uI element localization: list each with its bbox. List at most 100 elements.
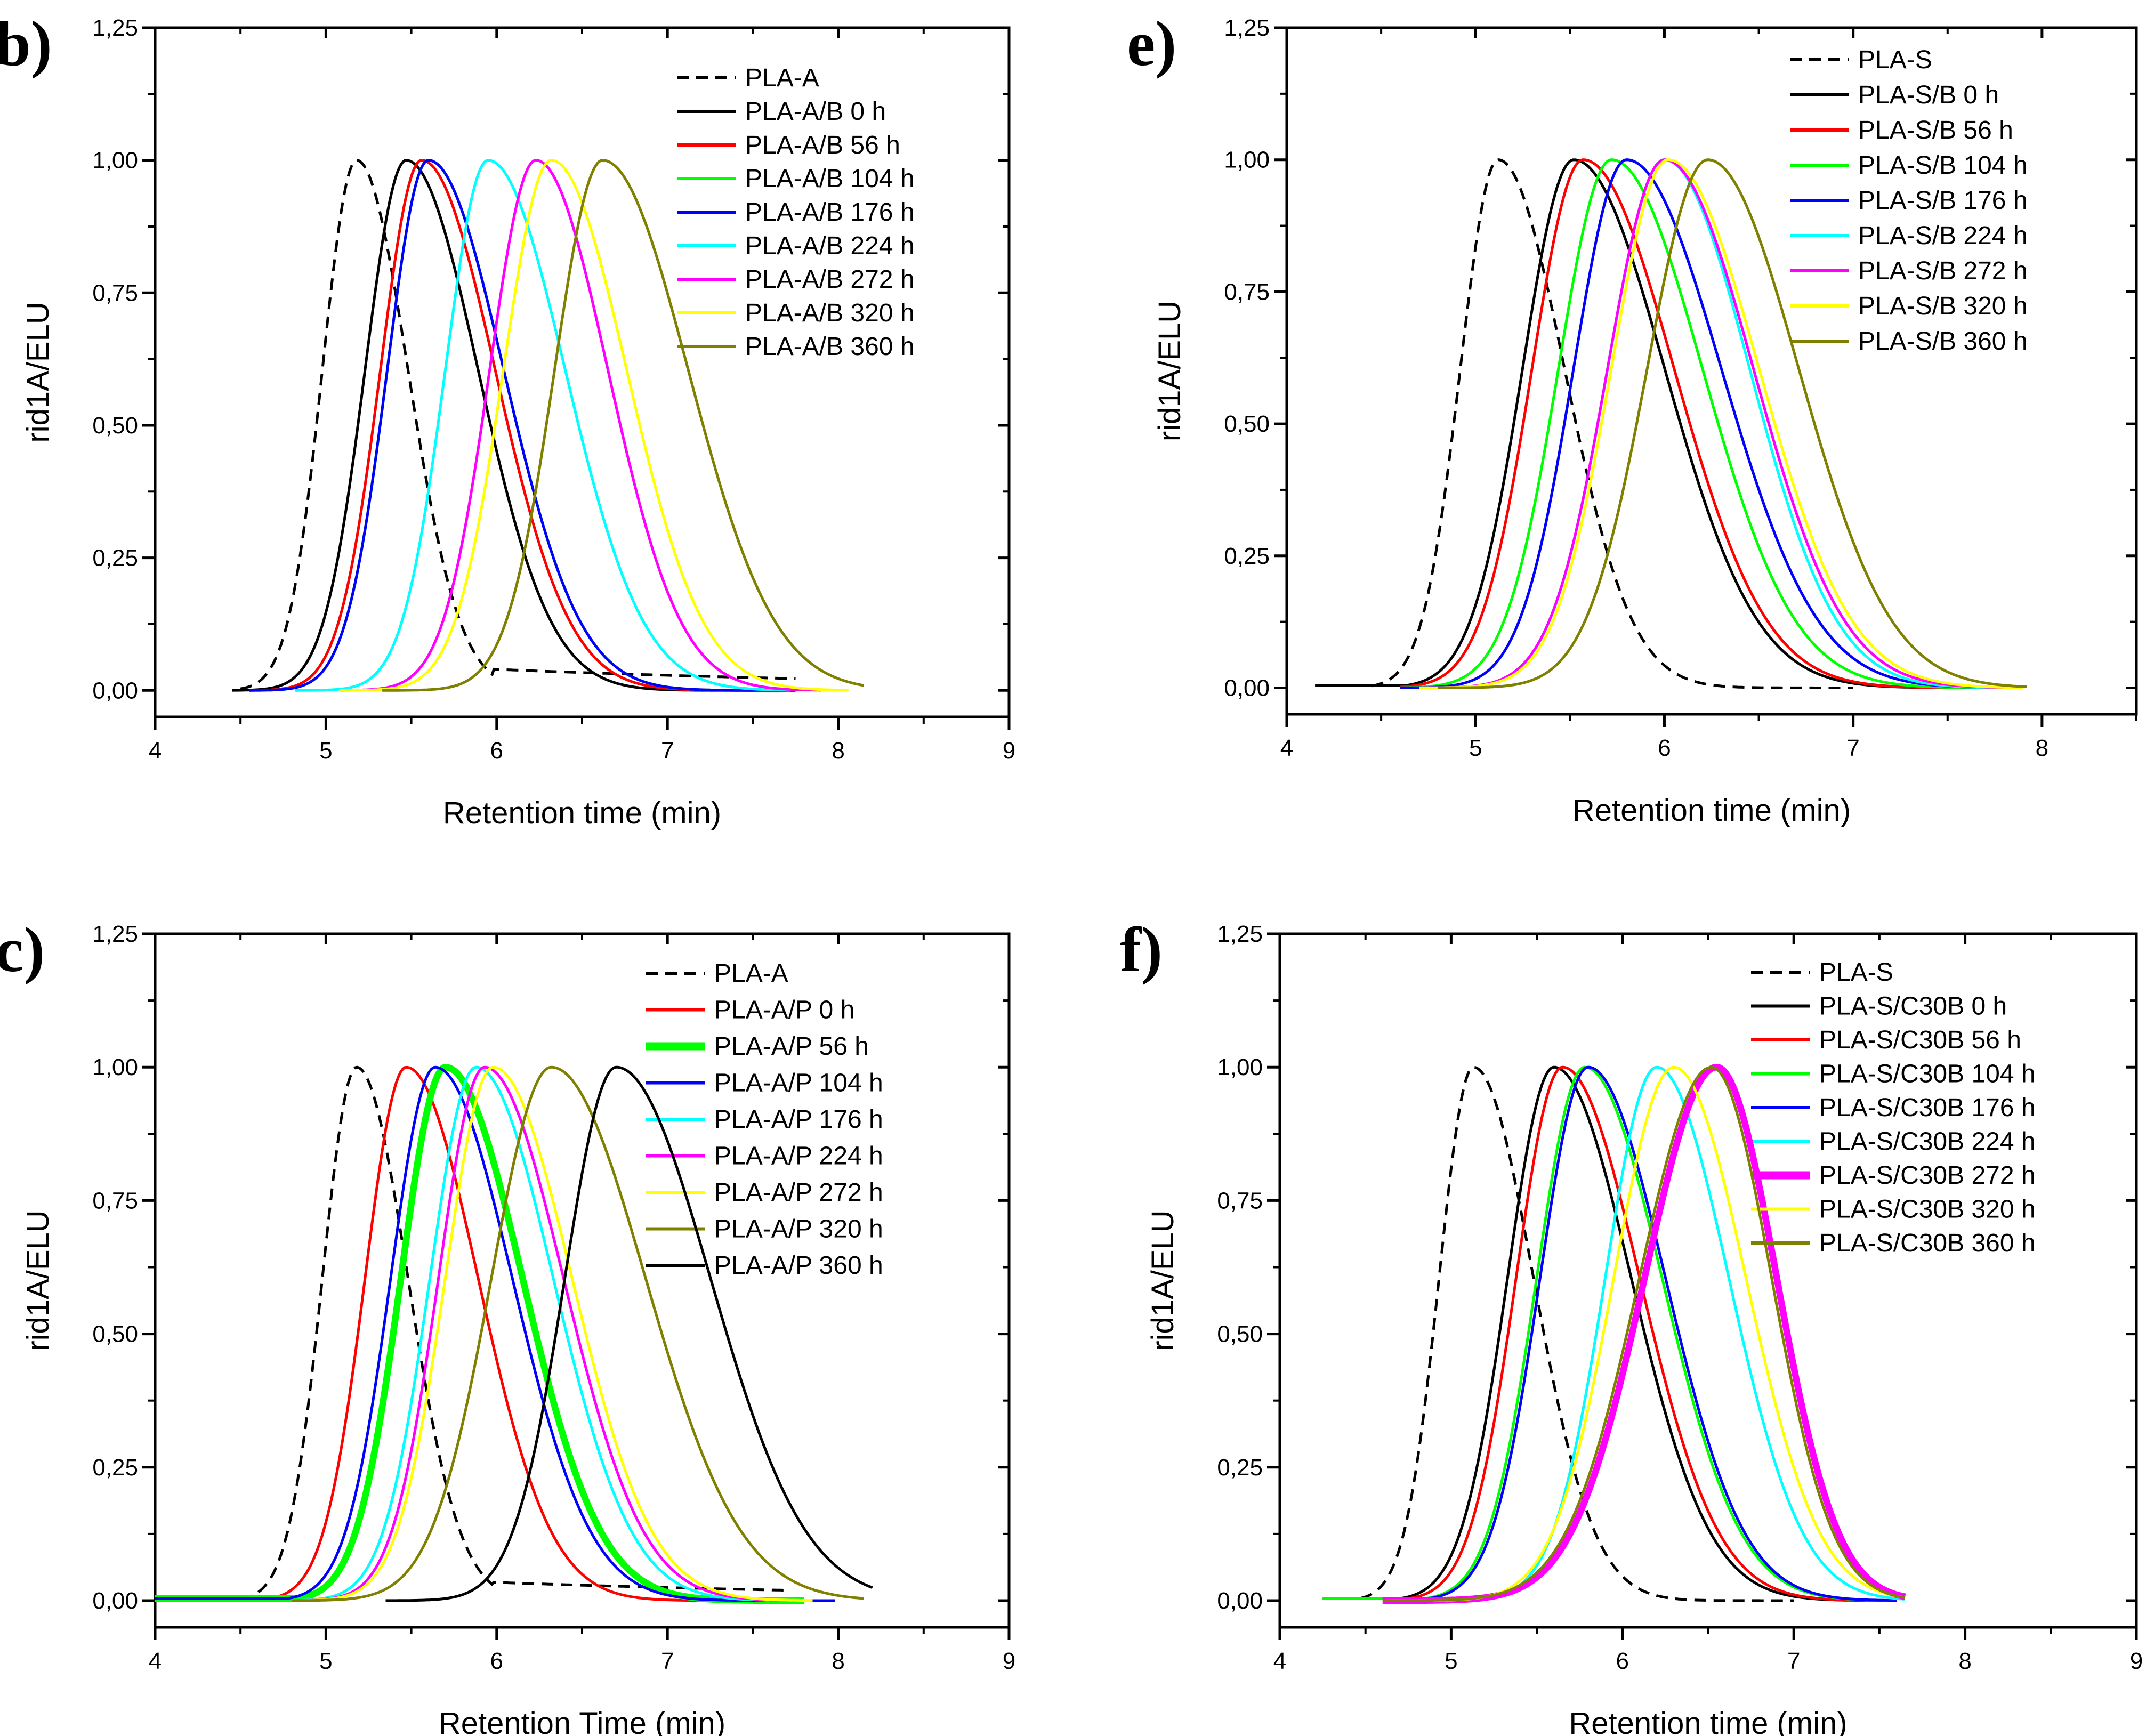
plot-frame (154, 932, 1011, 1629)
legend-label: PLA-A/B 0 h (745, 98, 886, 126)
y-tick-label: 1,00 (92, 1054, 138, 1080)
legend-label: PLA-A/P 360 h (714, 1251, 883, 1280)
chart-panel-b: 4 5 6 7 8 9 0,00 0,25 0,50 0,75 1,00 1,25 Retention … (0, 8, 1015, 830)
legend-label: PLA-S (1858, 46, 1932, 74)
series-line (1400, 158, 1976, 689)
legend-label: PLA-S/B 56 h (1858, 116, 2013, 144)
legend-label: PLA-A/B 224 h (745, 232, 915, 260)
x-tick-label: 6 (1658, 735, 1671, 761)
y-tick-label: 0,25 (1224, 543, 1270, 569)
legend-label: PLA-A/P 176 h (714, 1105, 883, 1134)
x-tick-label: 4 (1280, 735, 1293, 761)
x-tick-label: 5 (1469, 735, 1482, 761)
x-tick-label: 8 (832, 1648, 844, 1674)
x-axis-title: Retention time (min) (1572, 793, 1851, 828)
x-tick-label: 7 (661, 1648, 674, 1674)
x-tick-label: 5 (319, 1648, 332, 1674)
x-tick-label: 4 (149, 738, 162, 764)
legend-label: PLA-S/B 272 h (1858, 257, 2028, 285)
x-tick-label: 9 (1003, 738, 1015, 764)
series-line (1322, 1065, 1897, 1602)
series-line (340, 159, 849, 692)
series-line (292, 1065, 864, 1602)
series-line (271, 159, 753, 692)
legend-label: PLA-A/B 104 h (745, 165, 915, 193)
x-tick-label: 6 (1616, 1648, 1629, 1674)
legend-label: PLA-A/P 0 h (714, 996, 854, 1024)
x-tick-label: 9 (1003, 1648, 1015, 1674)
series-line (1400, 158, 1986, 689)
y-tick-label: 0,50 (92, 1321, 138, 1347)
y-tick-label: 0,00 (92, 1588, 138, 1614)
y-tick-label: 0,75 (1224, 279, 1270, 305)
series-line (232, 159, 796, 692)
x-tick-label: 9 (2130, 1648, 2143, 1674)
y-tick-label: 0,75 (92, 280, 138, 306)
x-tick-label: 4 (149, 1648, 162, 1674)
legend-label: PLA-S/C30B 224 h (1819, 1128, 2036, 1156)
x-tick-label: 5 (319, 738, 332, 764)
series-line (1419, 158, 2023, 689)
panel-label: f) (1120, 914, 1163, 985)
legend-label: PLA-S/B 224 h (1858, 222, 2028, 250)
panel-label: c) (0, 914, 45, 985)
y-tick-label: 1,00 (1217, 1054, 1263, 1080)
y-tick-label: 0,50 (1217, 1321, 1263, 1347)
y-tick-label: 0,25 (1217, 1455, 1263, 1481)
y-tick-label: 1,25 (1217, 921, 1263, 947)
series-line (240, 1065, 787, 1601)
series-line (1382, 1065, 1906, 1602)
series-line (1400, 158, 1976, 689)
series-line (1419, 158, 2023, 689)
series-line (155, 1065, 796, 1602)
legend-label: PLA-S/B 320 h (1858, 292, 2028, 320)
legend-label: PLA-S/C30B 104 h (1819, 1060, 2036, 1088)
legend-label: PLA-S/C30B 272 h (1819, 1161, 2036, 1190)
y-axis-title: rid1A/ELU (1152, 301, 1187, 441)
legend-label: PLA-S/C30B 360 h (1819, 1229, 2036, 1257)
series-line (1438, 158, 2027, 689)
series-line (292, 1065, 804, 1602)
series-line (382, 159, 865, 692)
y-tick-label: 0,75 (1217, 1188, 1263, 1214)
series-line (240, 159, 796, 690)
legend-label: PLA-A/B 56 h (745, 131, 900, 159)
series-line (292, 1065, 813, 1602)
x-tick-label: 4 (1273, 1648, 1286, 1674)
y-tick-label: 0,25 (92, 1455, 138, 1481)
series-line (339, 159, 821, 692)
x-tick-label: 8 (832, 738, 844, 764)
series-line (249, 159, 787, 692)
y-axis-title: rid1A/ELU (21, 1210, 55, 1351)
series-line (295, 159, 790, 692)
legend-label: PLA-A/B 272 h (745, 265, 915, 294)
legend-label: PLA-A/B 320 h (745, 299, 915, 327)
chart-panel-e: 4 5 6 7 8 0,00 0,25 0,50 0,75 1,00 1,25 Retention t… (1127, 8, 2138, 828)
x-axis-title: Retention Time (min) (439, 1706, 725, 1736)
series-line (1371, 158, 1853, 689)
y-axis-title: rid1A/ELU (21, 302, 55, 442)
legend-label: PLA-S/C30B 56 h (1819, 1026, 2021, 1054)
y-tick-label: 0,00 (1224, 675, 1270, 701)
y-tick-label: 0,50 (92, 413, 138, 439)
x-tick-label: 7 (661, 738, 674, 764)
legend-label: PLA-A/P 56 h (714, 1032, 869, 1061)
series-line (292, 1065, 804, 1602)
panel-label: e) (1127, 8, 1176, 79)
series-line (155, 1065, 835, 1602)
legend-label: PLA-S/C30B 176 h (1819, 1094, 2036, 1122)
legend-label: PLA-S/B 104 h (1858, 151, 2028, 180)
legend-label: PLA-A/P 224 h (714, 1142, 883, 1170)
y-tick-label: 0,25 (92, 545, 138, 571)
series-line (1382, 1065, 1897, 1602)
legend-label: PLA-A (745, 64, 819, 92)
plot-frame (1285, 26, 2138, 716)
y-tick-label: 0,00 (92, 677, 138, 704)
legend-label: PLA-A/B 360 h (745, 333, 915, 361)
y-tick-label: 0,75 (92, 1188, 138, 1214)
x-tick-label: 8 (1958, 1648, 1971, 1674)
x-tick-label: 5 (1445, 1648, 1457, 1674)
series-line (385, 1065, 873, 1602)
y-tick-label: 1,25 (1224, 15, 1270, 41)
